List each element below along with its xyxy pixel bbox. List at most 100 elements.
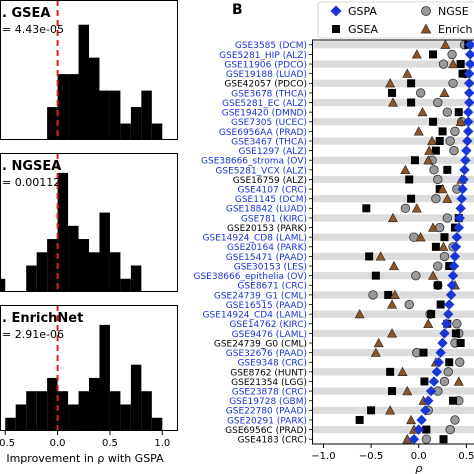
gspa-point	[455, 203, 466, 214]
row-stripe	[312, 425, 474, 434]
gsea-point	[439, 435, 448, 444]
dataset-label: GSE19728 (GBM)	[229, 397, 307, 407]
enrichnet-point	[438, 241, 449, 251]
enrichnet-point	[385, 78, 396, 88]
gspa-point	[461, 145, 472, 156]
gsea-point	[386, 367, 395, 376]
scatter-plot-area	[312, 40, 474, 444]
gsea-point	[456, 60, 465, 69]
enrichnet-point	[424, 145, 435, 155]
dataset-label: GSE32676 (PAAD)	[226, 349, 307, 359]
dataset-label: GSE7305 (UCEC)	[231, 118, 307, 128]
gspa-point	[463, 126, 474, 137]
enrichnet-point	[375, 251, 386, 261]
gsea-point	[410, 156, 419, 165]
gsea-point	[427, 310, 436, 319]
dataset-label: GSE5281_HIP (ALZ)	[219, 51, 307, 61]
histogram-gsea: . GSEA = 4.43e-05	[0, 0, 178, 140]
ngsea-point	[455, 357, 465, 367]
legend-label: Enrich	[438, 23, 473, 36]
dataset-label: GSE781 (KIRC)	[241, 214, 307, 224]
gspa-point	[458, 174, 469, 185]
dataset-label: GSE20164 (PARK)	[227, 243, 307, 253]
histogram-bar	[130, 265, 142, 292]
x-tick-label: 1.0	[154, 438, 170, 449]
gsea-point	[435, 137, 444, 145]
enrichnet-point	[455, 116, 466, 126]
gsea-point	[355, 415, 364, 424]
dataset-label: GSE9348 (CRC)	[237, 359, 307, 369]
enrichnet-point	[423, 155, 434, 165]
histogram-title: . EnrichNet	[2, 311, 83, 326]
dataset-label: GSE1297 (ALZ)	[239, 147, 308, 157]
histogram-bar	[57, 74, 69, 140]
gspa-point	[425, 385, 437, 397]
enrichnet-point	[387, 212, 399, 223]
enrichnet-point	[415, 232, 426, 242]
gspa-point	[447, 270, 459, 281]
gspa-point	[450, 241, 462, 253]
gsea-point	[405, 175, 414, 184]
dataset-label: GSE3467 (THCA)	[231, 137, 307, 147]
gsea-point	[429, 50, 438, 59]
axes-frame	[312, 39, 474, 445]
histogram-bar	[99, 324, 110, 431]
gspa-point	[423, 395, 434, 406]
row-stripe	[312, 60, 474, 68]
gspa-point	[462, 135, 473, 147]
dataset-label: GSE6956C (PRAD)	[225, 426, 307, 436]
gsea-point	[407, 98, 416, 107]
histogram-bar	[109, 391, 121, 431]
gspa-point	[459, 164, 470, 176]
x-tick-label: 0.0	[411, 451, 427, 462]
row-stripe	[312, 41, 474, 49]
row-stripe	[312, 233, 474, 241]
dataset-label: GSE20291 (PARK)	[227, 416, 307, 426]
gspa-point	[433, 357, 444, 368]
gspa-point	[457, 183, 468, 195]
histogram-bar	[130, 107, 142, 140]
gsea-point	[431, 242, 440, 251]
enrichnet-point	[387, 328, 398, 338]
ngsea-point	[429, 165, 439, 175]
gsea-point	[451, 329, 460, 338]
enrichnet-point	[400, 164, 411, 174]
enrichnet-point	[402, 68, 413, 78]
gsea-point	[429, 117, 438, 126]
gsea-point	[433, 281, 442, 290]
enrichnet-point	[354, 309, 365, 319]
gspa-point	[428, 376, 440, 387]
enrichnet-point	[437, 183, 448, 194]
row-stripe	[312, 252, 474, 261]
ngsea-point	[433, 261, 443, 271]
gsea-point	[367, 406, 376, 415]
histogram-bar	[36, 252, 48, 292]
histogram-bar	[47, 239, 58, 292]
gspa-point	[464, 78, 474, 89]
ngsea-point	[411, 270, 421, 281]
dataset-label: GSE18842 (LUAD)	[226, 205, 307, 215]
histogram-bar	[68, 404, 79, 431]
ngsea-point	[452, 319, 462, 329]
histogram-stat: = 2.91e-06	[2, 328, 64, 341]
histogram-bar	[89, 377, 100, 431]
histogram-bar	[89, 57, 100, 140]
histogram-bar	[130, 364, 142, 431]
histogram-bar	[0, 278, 6, 292]
legend-gsea-marker	[332, 25, 340, 33]
gsea-point	[388, 88, 397, 97]
gspa-point	[463, 116, 474, 127]
dataset-label: GSE14762 (KIRC)	[229, 320, 307, 330]
histogram-stat: = 4.43e-05	[2, 23, 64, 36]
row-stripe	[312, 272, 474, 280]
dataset-label: GSE4183 (CRC)	[237, 436, 307, 446]
dataset-label: GSE14924_CD8 (LAML)	[203, 234, 307, 244]
enrichnet-point	[411, 49, 422, 59]
histogram-bar	[141, 90, 152, 140]
gspa-point	[444, 299, 455, 310]
enrichnet-point	[423, 318, 434, 328]
enrichnet-point	[440, 40, 451, 49]
dataset-label: GSE1145 (DCM)	[235, 195, 307, 205]
enrichnet-point	[413, 126, 424, 136]
dataset-label: GSE38666_stroma (OV)	[201, 157, 307, 167]
